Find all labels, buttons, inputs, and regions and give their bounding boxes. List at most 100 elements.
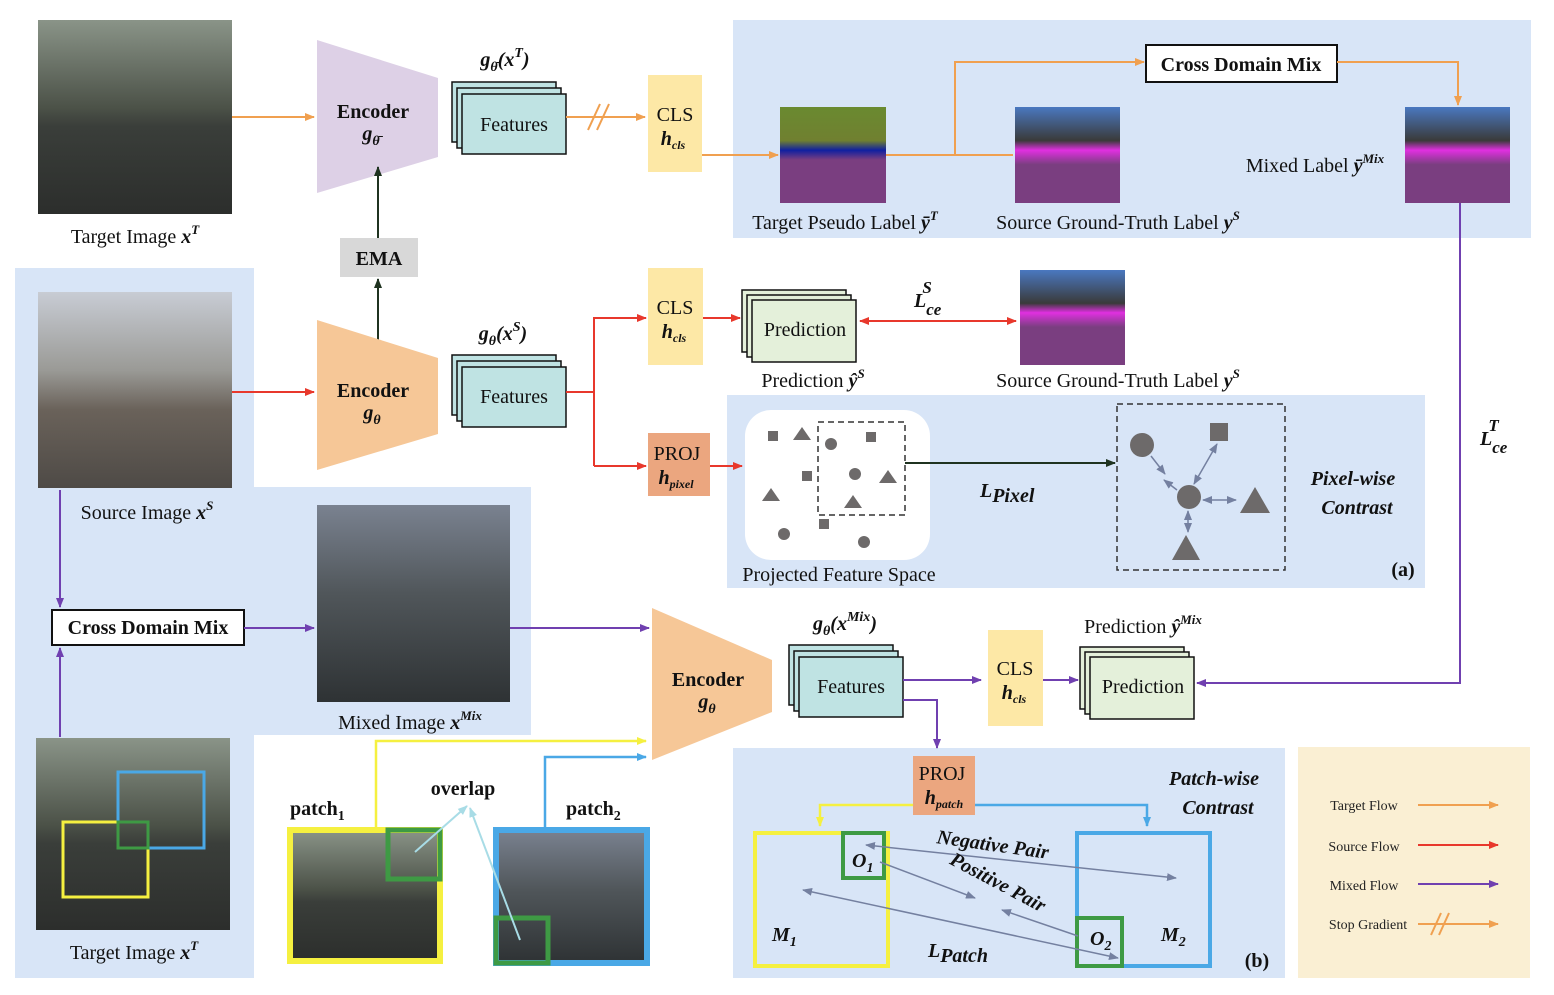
- target-image-label-2: Target Image xT: [70, 938, 199, 964]
- m1-label: M1: [771, 924, 797, 950]
- patch2-image: [493, 827, 650, 966]
- teacher-encoder-label: Encoder: [337, 101, 409, 123]
- mixed-cls-param: hcls: [1002, 682, 1027, 706]
- patch-contrast-title-2: Contrast: [1182, 797, 1255, 819]
- mixed-encoder: [652, 608, 772, 760]
- target-image-2: [36, 738, 230, 930]
- target-pseudo-label-image: [780, 107, 886, 203]
- source-features-stack: [451, 354, 567, 428]
- source-cls-param: hcls: [662, 321, 687, 345]
- ema-label: EMA: [356, 248, 403, 270]
- patch2-region: [116, 770, 206, 850]
- source-image: [38, 292, 232, 488]
- cross-domain-mix-box-top: [1145, 44, 1338, 83]
- panel-tag-b: (b): [1245, 950, 1269, 972]
- teacher-cls-param: hcls: [661, 128, 686, 152]
- loss-ce-source: LceS: [913, 278, 942, 319]
- o1-label: O1: [852, 850, 873, 876]
- legend-stop-gradient: Stop Gradient: [1329, 918, 1407, 933]
- source-gt-caption-2: Source Ground-Truth Label yS: [996, 366, 1240, 392]
- contrast-arrows: [1150, 443, 1237, 533]
- source-gt-caption: Source Ground-Truth Label yS: [996, 208, 1240, 234]
- pixel-proj-head: [648, 433, 710, 496]
- stop-gradient-icon: [587, 103, 610, 131]
- source-gt-label-image: [1015, 107, 1120, 203]
- teacher-features-label: Features: [480, 114, 548, 136]
- mixed-cls-head: [988, 630, 1043, 726]
- source-prediction-caption: Prediction ŷS: [761, 366, 864, 392]
- loss-ce-target: LceT: [1479, 416, 1508, 457]
- source-cls-head: [648, 268, 703, 365]
- target-image: [38, 20, 232, 214]
- target-image-label: Target Image xT: [71, 222, 200, 248]
- patch1-label: patch1: [290, 798, 345, 824]
- overlap-arrow: [414, 805, 468, 853]
- mixed-features-title: gθ(xMix): [812, 610, 877, 639]
- pseudo-label-caption: Target Pseudo Label ȳT: [752, 208, 939, 234]
- patch1-feature-arrow: [816, 803, 913, 827]
- teacher-encoder-param: gθ̄: [361, 123, 383, 149]
- patch-proj-label: PROJ: [919, 763, 966, 785]
- mixed-label-image: [1405, 107, 1510, 203]
- mixed-prediction-caption: Prediction ŷMix: [1084, 612, 1202, 638]
- teacher-features-title: gθ̄(xT): [479, 46, 529, 75]
- mixed-cls-label: CLS: [997, 658, 1034, 680]
- contrast-points: [1130, 423, 1270, 560]
- patch-contrast-title: Patch-wise: [1168, 768, 1259, 790]
- mixed-features-stack: [788, 644, 904, 718]
- pixel-contrast-title-2: Contrast: [1321, 497, 1394, 519]
- source-flow-arrow: [593, 314, 647, 466]
- legend-mixed-flow: Mixed Flow: [1330, 879, 1400, 894]
- pixel-proj-param: hpixel: [658, 467, 694, 491]
- overlap-label: overlap: [431, 778, 495, 800]
- ema-box: [340, 238, 418, 277]
- cross-domain-mix-label: Cross Domain Mix: [1161, 54, 1322, 76]
- patch1-overlap: [385, 827, 443, 882]
- student-encoder-param: gθ: [362, 402, 381, 428]
- projected-feature-space: [745, 410, 930, 560]
- patch-proj-param: hpatch: [925, 787, 964, 811]
- student-encoder-label: Encoder: [337, 380, 409, 402]
- source-cls-label: CLS: [657, 297, 694, 319]
- mixed-image-label: Mixed Image xMix: [338, 708, 482, 734]
- selection-dashed-box: [817, 421, 906, 516]
- patch-proj-head: [913, 756, 975, 815]
- projected-feature-space-label: Projected Feature Space: [742, 564, 935, 586]
- patch1-region: [61, 820, 150, 899]
- source-image-label: Source Image xS: [81, 498, 214, 524]
- overlap-arrow: [469, 807, 521, 941]
- source-prediction-stack: [741, 289, 857, 363]
- mixed-image: [317, 505, 510, 702]
- mixed-label-caption: Mixed Label ȳMix: [1246, 151, 1385, 177]
- patch2-flow-arrow: [543, 753, 647, 828]
- mixed-features-label: Features: [817, 676, 885, 698]
- source-gt-label-image-2: [1020, 270, 1125, 365]
- target-flow-arrow: [954, 58, 1145, 155]
- loss-patch: LPatch: [927, 940, 988, 967]
- teacher-features-stack: [451, 81, 567, 155]
- overlap-region: [116, 820, 150, 850]
- patch1-flow-arrow: [374, 737, 647, 828]
- m2-label: M2: [1160, 924, 1186, 950]
- mixed-encoder-param: gθ: [697, 691, 716, 717]
- feature-points: [762, 427, 897, 548]
- target-flow-arrow: [1337, 61, 1462, 106]
- mixed-flow-arrow: [903, 699, 941, 749]
- legend-target-flow: Target Flow: [1330, 799, 1398, 814]
- patch2-feature-arrow: [975, 803, 1151, 827]
- loss-pixel: LPixel: [979, 480, 1035, 507]
- panel-tag-a: (a): [1391, 559, 1414, 581]
- cross-domain-mix-label-2: Cross Domain Mix: [68, 617, 229, 639]
- patch-contrast-arrows: [802, 841, 1177, 961]
- teacher-cls-label: CLS: [657, 104, 694, 126]
- teacher-cls-head: [648, 75, 702, 172]
- mixed-flow-arrow: [1196, 203, 1461, 687]
- legend-source-flow: Source Flow: [1328, 840, 1400, 855]
- patch2-label: patch2: [566, 798, 621, 824]
- student-encoder: [317, 320, 438, 470]
- o2-label: O2: [1090, 928, 1111, 954]
- source-prediction-label: Prediction: [764, 319, 846, 341]
- patch2-overlap: [493, 915, 551, 966]
- pixel-proj-label: PROJ: [654, 443, 701, 465]
